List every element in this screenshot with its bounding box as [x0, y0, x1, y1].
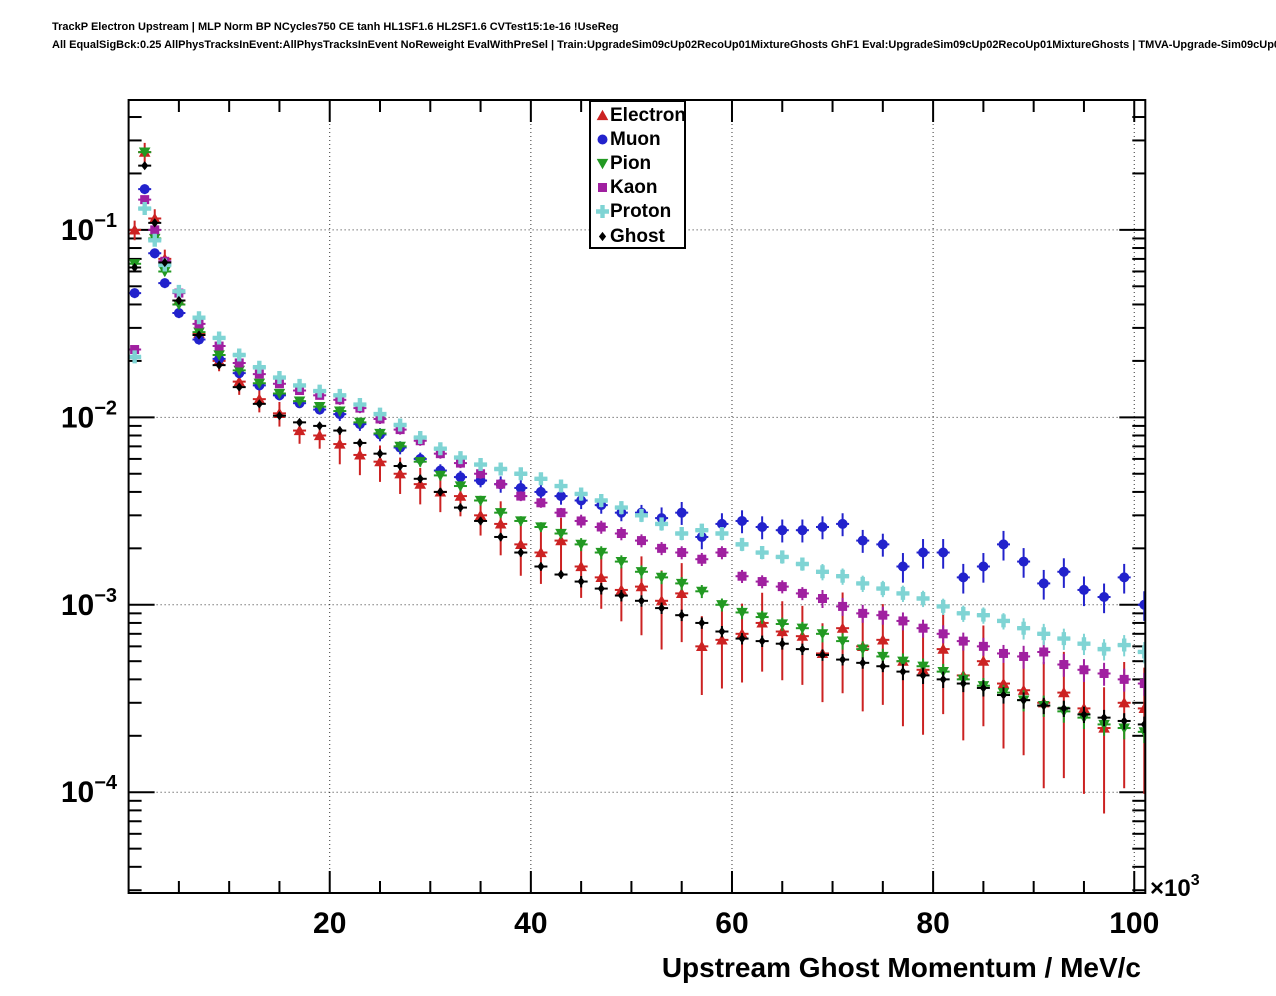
svg-text:60: 60	[715, 907, 748, 940]
svg-text:80: 80	[916, 907, 949, 940]
x-axis-multiplier: ×103	[1150, 872, 1200, 902]
legend-item-pion: Pion	[595, 151, 684, 175]
triangle-up-marker-icon	[595, 107, 610, 123]
square-marker-icon	[595, 180, 610, 196]
plot-header-line2: All EqualSigBck:0.25 AllPhysTracksInEven…	[52, 39, 1276, 51]
circle-marker-icon	[595, 131, 610, 147]
svg-text:10−4: 10−4	[61, 772, 118, 809]
series-proton	[128, 202, 1146, 664]
svg-text:100: 100	[1109, 907, 1159, 940]
svg-text:10−1: 10−1	[61, 210, 117, 247]
svg-text:40: 40	[514, 907, 547, 940]
triangle-down-marker-icon	[595, 155, 610, 171]
plot-header-line1: TrackP Electron Upstream | MLP Norm BP N…	[52, 21, 619, 33]
svg-text:20: 20	[313, 907, 346, 940]
series-ghost	[128, 161, 1146, 733]
legend-item-label: Ghost	[610, 225, 665, 247]
legend-item-proton: Proton	[595, 200, 684, 224]
svg-text:10−2: 10−2	[61, 397, 117, 434]
legend-item-kaon: Kaon	[595, 176, 684, 200]
axis-ticks	[128, 100, 1146, 893]
legend-item-muon: Muon	[595, 127, 684, 151]
legend-item-label: Pion	[610, 152, 652, 174]
legend-item-label: Proton	[610, 201, 672, 223]
legend-item-label: Muon	[610, 128, 661, 150]
plus-marker-icon	[595, 204, 610, 220]
series-muon	[128, 184, 1146, 621]
x-axis-title: Upstream Ghost Momentum / MeV/c	[662, 952, 1141, 983]
legend-item-ghost: Ghost	[595, 224, 684, 248]
legend-item-label: Electron	[610, 104, 687, 126]
diamond-marker-icon	[595, 228, 610, 244]
legend-item-electron: Electron	[595, 103, 687, 127]
x-axis-tick-labels: 20 40 60 80 100	[313, 907, 1159, 940]
y-axis-tick-labels: 10−1 10−2 10−3 10−4	[61, 210, 118, 809]
legend-item-label: Kaon	[610, 177, 658, 199]
svg-text:10−3: 10−3	[61, 585, 117, 622]
legend-box: Electron Muon Pion Kaon Proton Ghost	[589, 100, 686, 249]
